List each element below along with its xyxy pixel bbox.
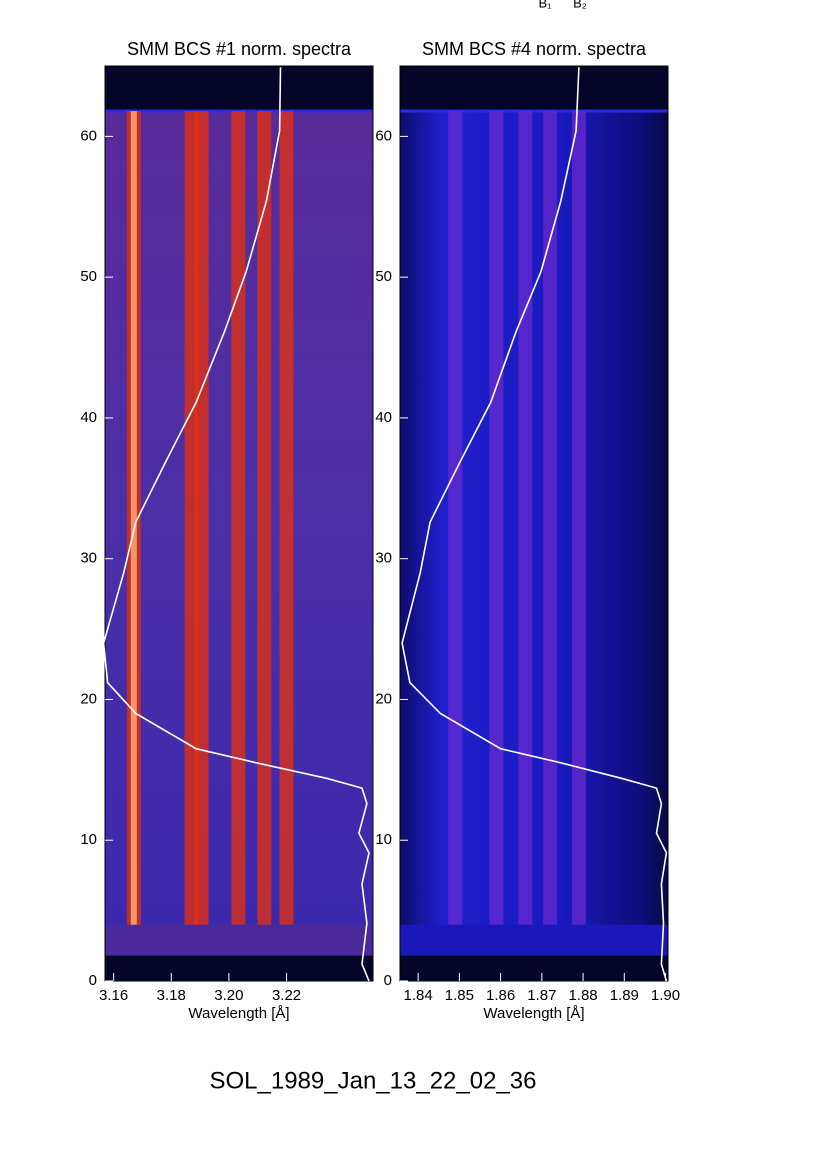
y-tick-label: 30 (375, 550, 392, 567)
spectrogram-bottom (105, 955, 373, 981)
spectrogram-top (105, 66, 373, 112)
spectrogram-top (400, 66, 668, 112)
y-tick-label: 30 (80, 550, 97, 567)
y-tick-label: 10 (80, 831, 97, 848)
y-tick-label: 10 (375, 831, 392, 848)
x-tick-label: 1.84 (404, 987, 433, 1004)
x-tick-label: 1.89 (610, 987, 639, 1004)
y-tick-label: 50 (80, 268, 97, 285)
x-axis-label: Wavelength [Å] (188, 1005, 289, 1022)
y-tick-label: 60 (375, 127, 392, 144)
spectral-line (194, 111, 209, 925)
light-curve (401, 67, 668, 982)
spectral-line-core (130, 111, 137, 925)
frame (399, 65, 669, 982)
x-tick-label: 3.22 (272, 987, 301, 1004)
light-curve (102, 67, 370, 982)
y-tick-label: 40 (375, 409, 392, 426)
spectral-line (279, 111, 294, 925)
x-tick-label: 1.88 (568, 987, 597, 1004)
x-tick-label: 1.86 (486, 987, 515, 1004)
spectral-line (448, 111, 463, 925)
y-tick-label: 0 (384, 972, 392, 989)
x-tick-label: 3.16 (99, 987, 128, 1004)
panel-title: SMM BCS #4 norm. spectra (422, 39, 647, 59)
x-axis-label: Wavelength [Å] (483, 1005, 584, 1022)
spectrogram-bottom (400, 955, 668, 981)
y-tick-label: 40 (80, 409, 97, 426)
spectral-line (489, 111, 504, 925)
y-tick-label: 60 (80, 127, 97, 144)
spectral-line (257, 111, 272, 925)
spectrogram-fill (400, 111, 668, 925)
x-tick-label: 1.85 (445, 987, 474, 1004)
y-tick-label: 20 (375, 690, 392, 707)
y-tick-label: 20 (80, 690, 97, 707)
y-tick-label: 0 (89, 972, 97, 989)
spectral-line (518, 111, 533, 925)
spectral-line (571, 111, 586, 925)
y-tick-label: 50 (375, 268, 392, 285)
x-tick-label: 3.18 (157, 987, 186, 1004)
annotation: B₁ (538, 0, 552, 10)
annotation: B₂ (573, 0, 587, 10)
panel-title: SMM BCS #1 norm. spectra (127, 39, 352, 59)
frame (104, 65, 374, 982)
figure-title: SOL_1989_Jan_13_22_02_36 (210, 1067, 537, 1094)
x-tick-label: 3.20 (214, 987, 243, 1004)
spectral-line (231, 111, 246, 925)
x-tick-label: 1.90 (651, 987, 680, 1004)
spectral-line (543, 111, 558, 925)
x-tick-label: 1.87 (527, 987, 556, 1004)
